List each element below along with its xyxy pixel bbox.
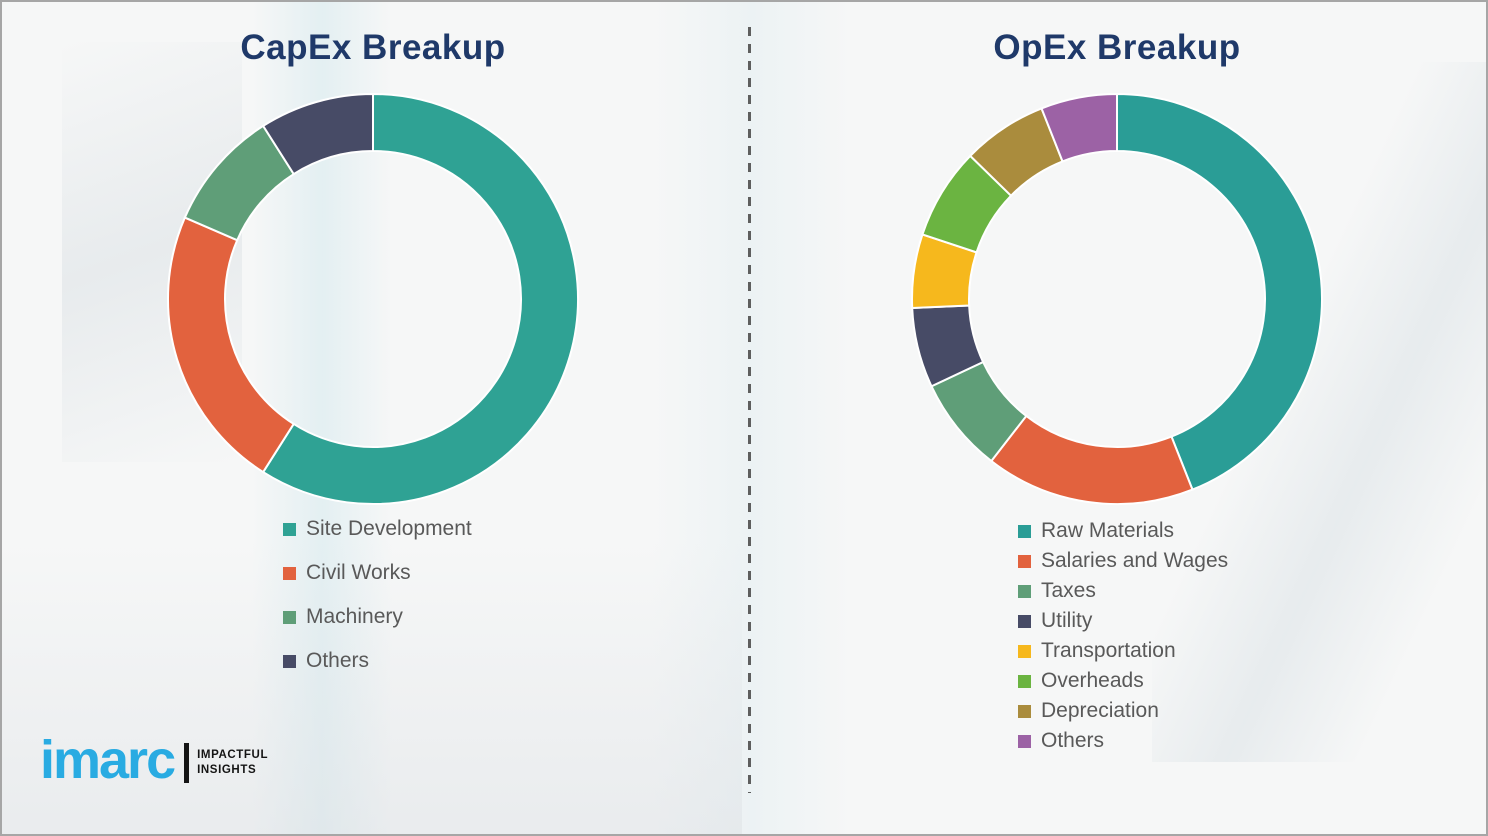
- logo-tagline-line2: INSIGHTS: [197, 764, 257, 777]
- legend-color-swatch: [283, 610, 296, 624]
- legend-label: Utility: [1041, 609, 1093, 632]
- capex-donut-chart: [167, 92, 579, 505]
- legend-item-taxes: Taxes: [1018, 576, 1228, 606]
- legend-item-depreciation: Depreciation: [1018, 696, 1228, 726]
- legend-item-transportation: Transportation: [1018, 636, 1228, 666]
- legend-label: Depreciation: [1041, 699, 1159, 722]
- logo-tagline: IMPACTFUL INSIGHTS: [197, 748, 268, 779]
- legend-item-others: Others: [1018, 726, 1228, 756]
- legend-color-swatch: [1018, 674, 1031, 688]
- logo-divider-bar: [184, 743, 190, 784]
- vertical-dashed-divider: [748, 27, 751, 793]
- legend-color-swatch: [1018, 614, 1031, 628]
- donut-segment-others: [1040, 92, 1118, 163]
- legend-color-swatch: [1018, 584, 1031, 598]
- legend-label: Others: [306, 649, 370, 672]
- legend-label: Taxes: [1041, 579, 1096, 602]
- legend-label: Salaries and Wages: [1041, 549, 1229, 572]
- legend-color-swatch: [283, 654, 296, 668]
- legend-label: Overheads: [1041, 669, 1144, 692]
- legend-color-swatch: [1018, 704, 1031, 718]
- legend-label: Civil Works: [306, 561, 411, 584]
- legend-color-swatch: [1018, 644, 1031, 658]
- legend-color-swatch: [283, 522, 296, 536]
- opex-legend: Raw Materials Salaries and Wages Taxes Util…: [1018, 516, 1228, 756]
- legend-label: Others: [1041, 729, 1105, 752]
- donut-segment-salaries-and-wages: [989, 414, 1194, 505]
- donut-segment-others: [261, 92, 374, 176]
- legend-item-raw-materials: Raw Materials: [1018, 516, 1228, 546]
- legend-item-salaries-and-wages: Salaries and Wages: [1018, 546, 1228, 576]
- logo-tagline-line1: IMPACTFUL: [197, 748, 269, 761]
- capex-chart-title: CapEx Breakup: [240, 28, 506, 67]
- legend-label: Transportation: [1041, 639, 1176, 662]
- legend-item-others: Others: [283, 639, 472, 683]
- legend-color-swatch: [1018, 554, 1031, 568]
- donut-segment-raw-materials: [1116, 92, 1323, 491]
- opex-donut-chart: [911, 92, 1323, 505]
- donut-segment-civil-works: [167, 216, 296, 474]
- legend-item-utility: Utility: [1018, 606, 1228, 636]
- legend-color-swatch: [1018, 524, 1031, 538]
- legend-color-swatch: [283, 566, 296, 580]
- legend-item-site-development: Site Development: [283, 507, 472, 551]
- opex-chart-title: OpEx Breakup: [993, 28, 1241, 67]
- legend-color-swatch: [1018, 734, 1031, 748]
- legend-item-machinery: Machinery: [283, 595, 472, 639]
- imarc-logo-wordmark: imarc: [40, 730, 176, 790]
- imarc-logo: imarc IMPACTFUL INSIGHTS: [40, 730, 268, 790]
- legend-label: Raw Materials: [1041, 519, 1175, 542]
- background-watermark: [652, 2, 852, 834]
- legend-item-overheads: Overheads: [1018, 666, 1228, 696]
- donut-segment-site-development: [261, 92, 579, 505]
- capex-legend: Site Development Civil Works Machinery Othe…: [283, 507, 472, 683]
- legend-label: Machinery: [306, 605, 403, 628]
- legend-item-civil-works: Civil Works: [283, 551, 472, 595]
- legend-label: Site Development: [306, 517, 472, 540]
